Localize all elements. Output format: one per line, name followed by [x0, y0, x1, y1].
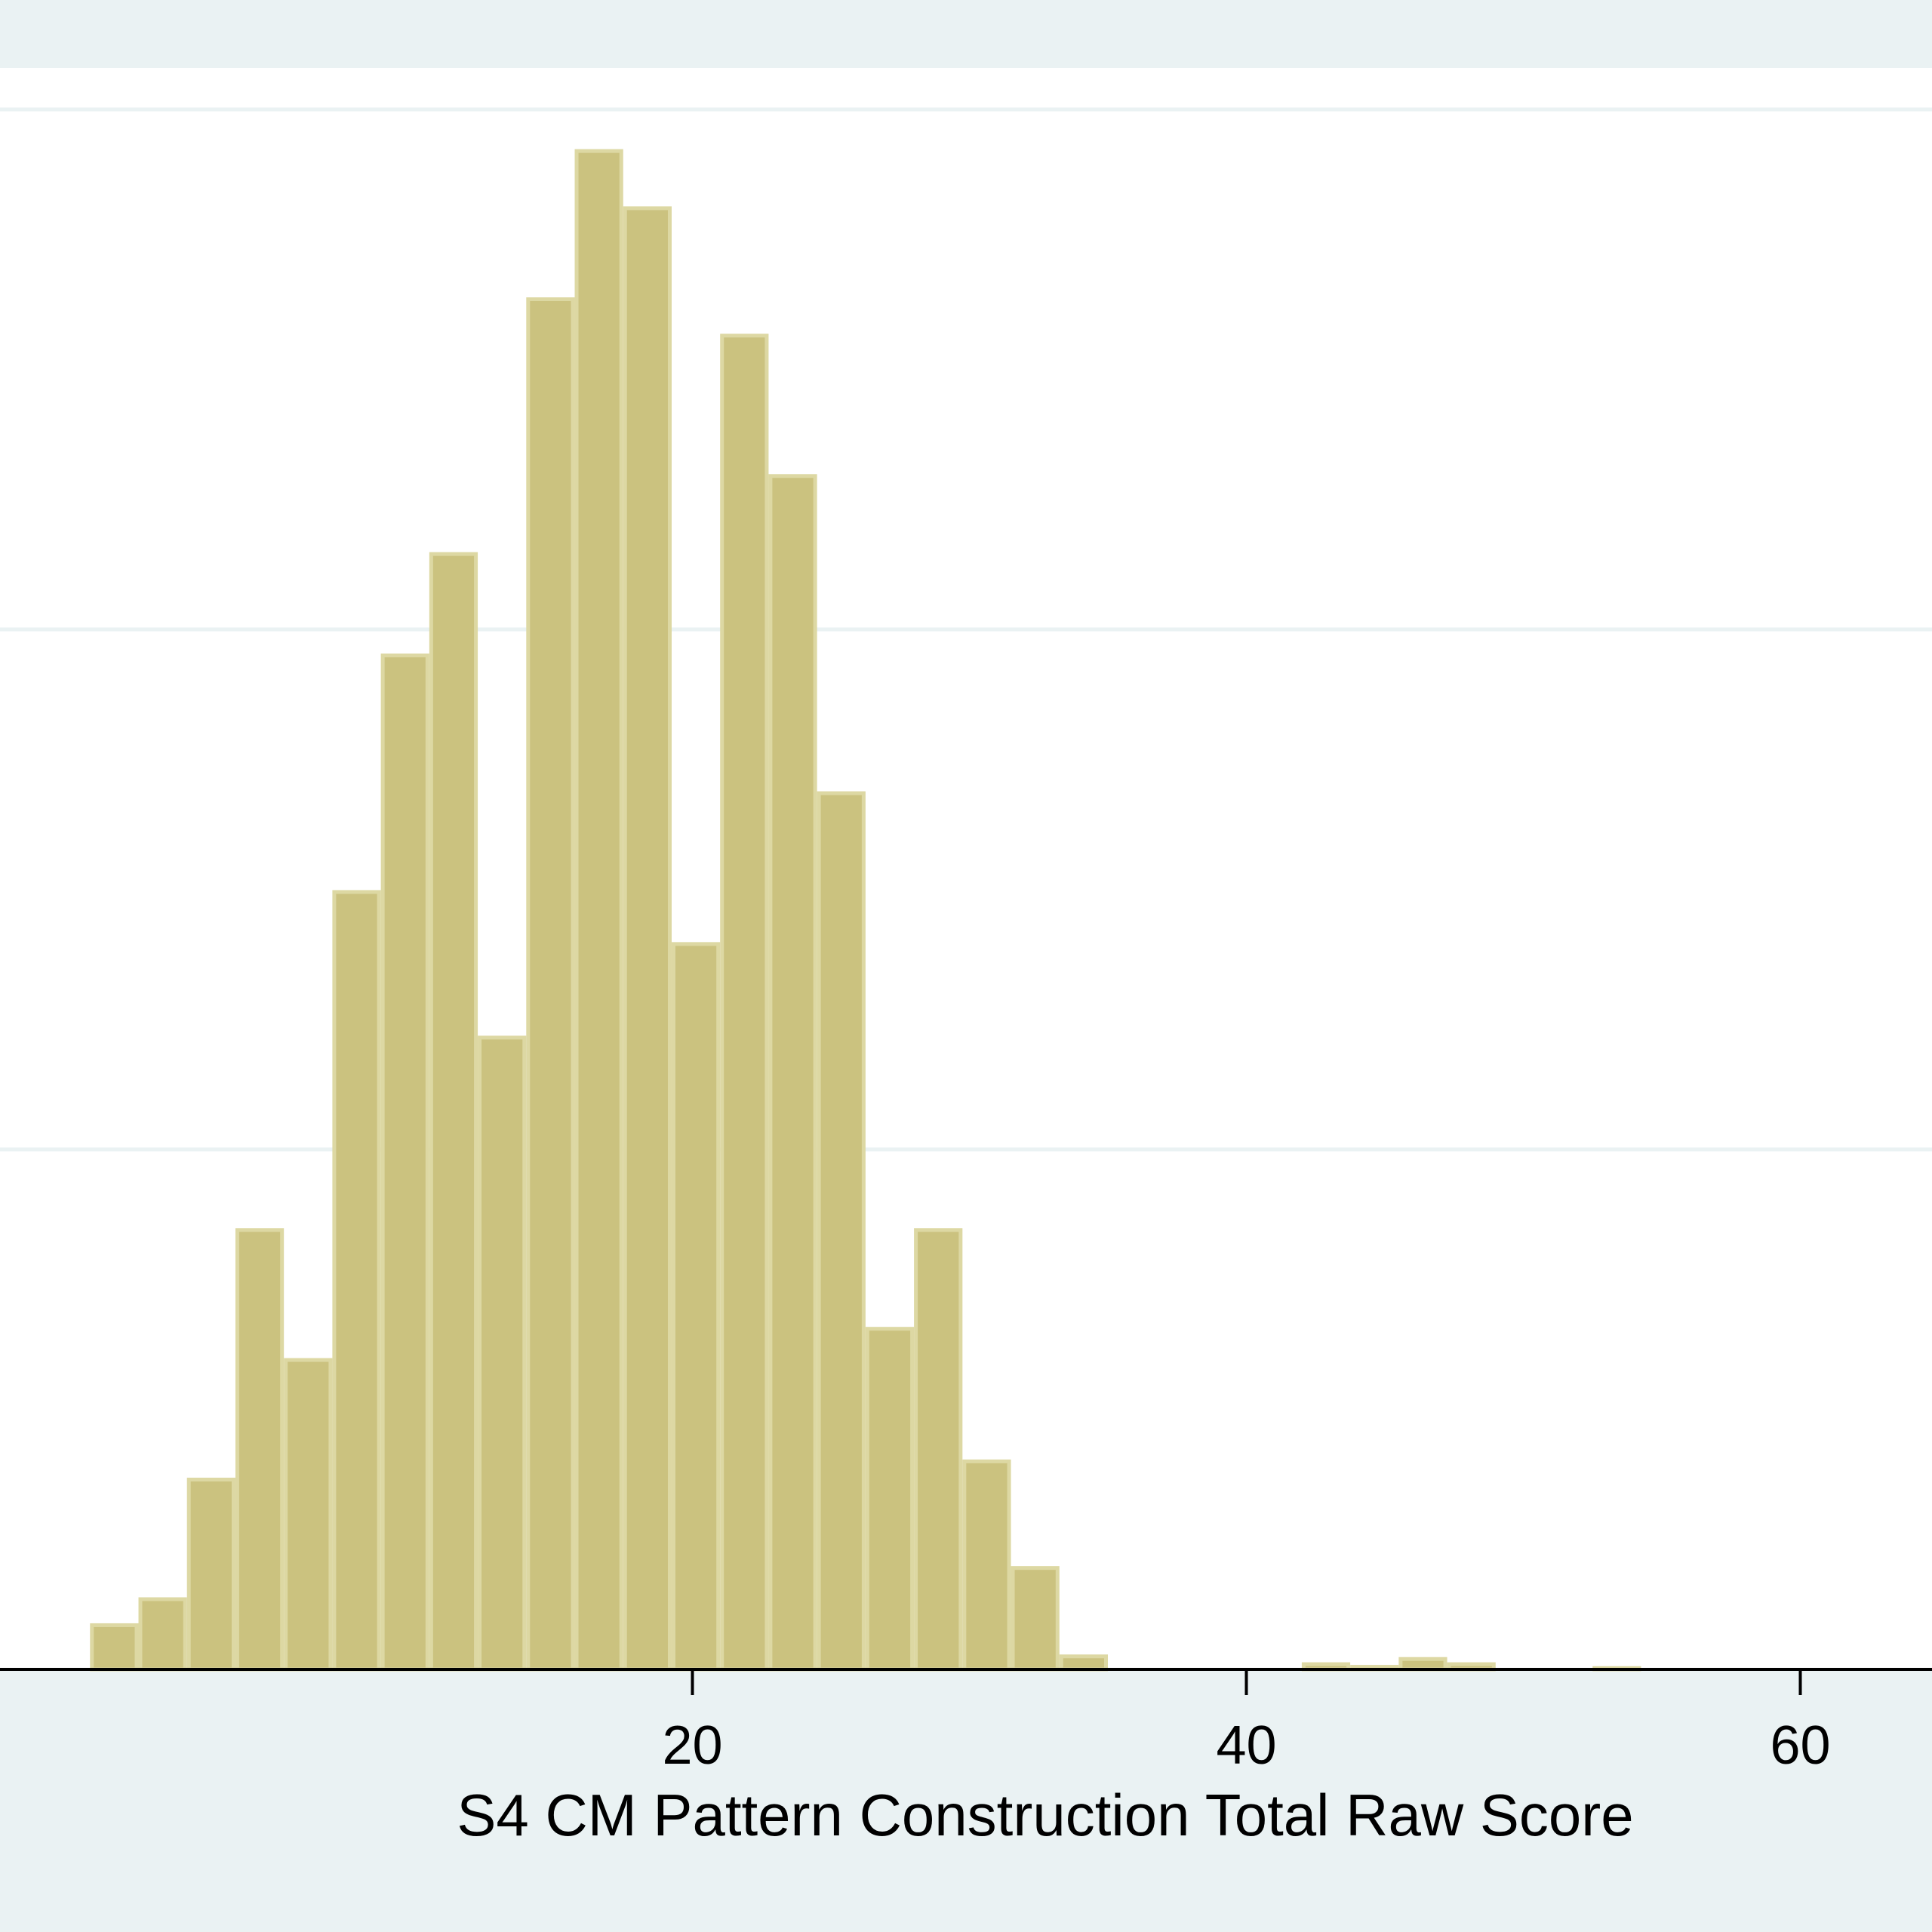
- histogram-bar: [138, 1597, 187, 1672]
- histogram-bar: [1398, 1657, 1447, 1672]
- histogram-bar: [332, 890, 381, 1672]
- bars: [90, 149, 1641, 1672]
- histogram-bar: [1011, 1566, 1060, 1672]
- x-tick-label: 20: [662, 1715, 722, 1776]
- histogram-bar: [574, 149, 623, 1672]
- histogram-bar: [817, 791, 866, 1672]
- histogram-bar: [1059, 1654, 1109, 1672]
- x-tick-label: 40: [1216, 1715, 1276, 1776]
- histogram-bar: [623, 206, 672, 1672]
- x-ticks: 20 40 60: [662, 1669, 1831, 1776]
- histogram-bar: [962, 1459, 1011, 1672]
- x-tick-label: 60: [1770, 1715, 1830, 1776]
- histogram-bar: [914, 1228, 963, 1672]
- histogram-bar: [478, 1035, 527, 1672]
- histogram-bar: [186, 1478, 235, 1672]
- histogram-bar: [380, 653, 429, 1672]
- histogram-bar: [90, 1623, 139, 1672]
- histogram-bar: [671, 942, 721, 1672]
- histogram-bar: [720, 334, 769, 1672]
- histogram-bar: [768, 474, 817, 1672]
- histogram-bar: [429, 552, 478, 1672]
- histogram-bar: [235, 1228, 285, 1672]
- gridlines: [0, 107, 1932, 1152]
- histogram-bar: [865, 1327, 915, 1672]
- histogram-bar: [284, 1358, 333, 1672]
- histogram-bar: [526, 297, 575, 1672]
- x-axis-title: S4 CM Pattern Construction Total Raw Sco…: [457, 1782, 1633, 1848]
